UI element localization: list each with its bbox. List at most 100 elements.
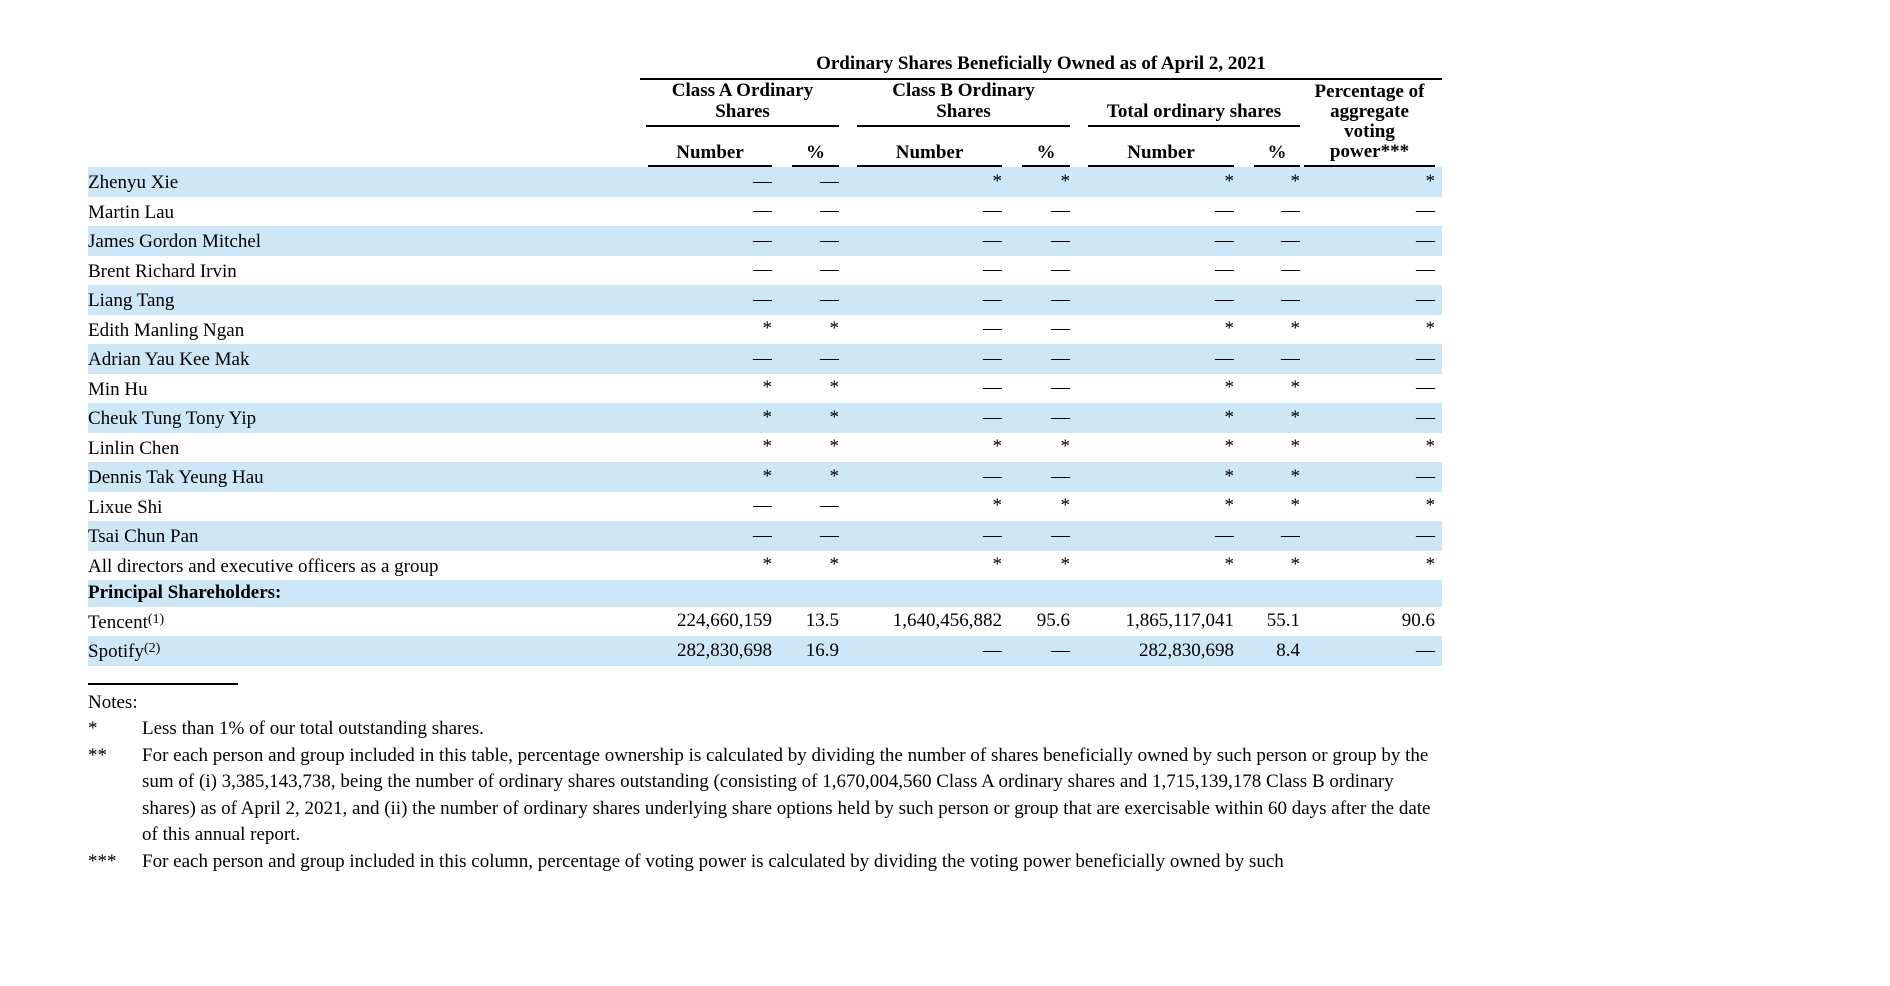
shareholder-name: Tencent(1): [88, 611, 165, 633]
shareholder-name: Liang Tang: [88, 290, 175, 311]
voting-power-cell: 90.6: [1401, 610, 1435, 631]
total-pct-cell: *: [1290, 318, 1301, 339]
class-a-number-cell: 224,660,159: [677, 610, 772, 631]
total-pct-cell: —: [1281, 288, 1300, 310]
class-a-pct-cell: —: [820, 347, 839, 369]
total-number-cell: *: [1224, 318, 1235, 339]
class-b-pct-cell: *: [1060, 495, 1071, 516]
total-number-cell: 282,830,698: [1139, 639, 1234, 661]
total-pct-cell: *: [1290, 554, 1301, 575]
table-row: Lixue Shi — — * * * * *: [88, 492, 1442, 522]
table-row: Martin Lau — — — — — — —: [88, 197, 1442, 227]
class-b-pct-cell: —: [1051, 406, 1070, 428]
class-a-number-cell: *: [762, 465, 773, 487]
shareholder-name: Spotify(2): [88, 641, 161, 662]
total-number-cell: *: [1224, 495, 1235, 516]
total-pct-cell: —: [1281, 200, 1300, 221]
shareholder-name: Martin Lau: [88, 201, 175, 223]
note-marker: *: [88, 718, 98, 739]
class-b-pct-cell: *: [1060, 436, 1071, 457]
class-a-pct-cell: *: [829, 377, 840, 398]
shareholder-name: Lixue Shi: [88, 496, 163, 518]
group-header-class-a: Class A Ordinary Shares: [640, 80, 839, 127]
class-b-number-cell: *: [992, 554, 1003, 575]
shareholder-name: Linlin Chen: [88, 437, 180, 459]
note-text: Less than 1% of our total outstanding sh…: [142, 718, 484, 739]
class-a-pct-cell: 16.9: [805, 639, 839, 661]
total-number-cell: —: [1215, 229, 1234, 251]
class-a-pct-cell: —: [820, 524, 839, 546]
total-pct-cell: *: [1290, 495, 1301, 516]
class-a-number-cell: *: [762, 436, 773, 457]
total-number-cell: *: [1224, 170, 1235, 192]
total-pct-cell: —: [1281, 524, 1300, 546]
total-number-cell: —: [1215, 347, 1234, 369]
class-a-number-cell: *: [762, 377, 773, 398]
document-page: Ordinary Shares Beneficially Owned as of…: [88, 52, 1442, 872]
voting-power-cell: —: [1416, 406, 1435, 428]
class-a-number-cell: —: [753, 347, 772, 369]
table-row: Tsai Chun Pan — — — — — — —: [88, 521, 1442, 551]
class-b-number-cell: —: [983, 524, 1002, 546]
voting-power-cell: —: [1416, 288, 1435, 310]
voting-power-cell: —: [1416, 524, 1435, 546]
total-pct-cell: —: [1281, 347, 1300, 369]
shareholder-name: Zhenyu Xie: [88, 172, 179, 193]
voting-power-cell: —: [1416, 465, 1435, 487]
group-header-voting-power: Percentage of aggregate voting power***: [1300, 80, 1442, 167]
class-a-number-cell: —: [753, 524, 772, 546]
class-a-number-cell: —: [753, 495, 772, 516]
total-number-cell: *: [1224, 436, 1235, 457]
class-a-pct-cell: *: [829, 465, 840, 487]
class-b-pct-cell: —: [1051, 318, 1070, 339]
voting-power-cell: —: [1416, 347, 1435, 369]
col-header-class-b-pct: %: [1002, 127, 1070, 167]
note-marker: **: [88, 744, 107, 766]
class-a-pct-cell: *: [829, 436, 840, 457]
voting-power-cell: —: [1416, 377, 1435, 398]
total-pct-cell: 55.1: [1266, 610, 1300, 631]
table-row: All directors and executive officers as …: [88, 551, 1442, 581]
shareholder-name: Tsai Chun Pan: [88, 526, 199, 547]
voting-power-cell: *: [1425, 318, 1436, 339]
note-marker: ***: [88, 850, 117, 872]
col-header-total-pct: %: [1234, 127, 1300, 167]
col-header-class-b-number: Number: [839, 127, 1002, 167]
shareholder-name: Min Hu: [88, 378, 148, 400]
class-a-number-cell: —: [753, 259, 772, 280]
class-b-number-cell: *: [992, 170, 1003, 192]
class-a-pct-cell: *: [829, 554, 840, 575]
table-row: Cheuk Tung Tony Yip * * — — * * —: [88, 403, 1442, 433]
total-number-cell: [1070, 580, 1234, 607]
total-number-cell: *: [1224, 377, 1235, 398]
class-b-pct-cell: 95.6: [1036, 610, 1070, 631]
shareholder-name: Brent Richard Irvin: [88, 260, 237, 282]
shareholder-name: Cheuk Tung Tony Yip: [88, 408, 257, 429]
table-row: Liang Tang — — — — — — —: [88, 285, 1442, 315]
table-section-row: Principal Shareholders:: [88, 580, 1442, 607]
class-a-number-cell: —: [753, 288, 772, 310]
class-a-pct-cell: —: [820, 495, 839, 516]
footnote-ref: (1): [147, 611, 165, 627]
col-header-class-a-number: Number: [640, 127, 772, 167]
table-title-cell: Ordinary Shares Beneficially Owned as of…: [640, 52, 1442, 80]
shareholder-name: Dennis Tak Yeung Hau: [88, 467, 264, 488]
class-b-pct-cell: *: [1060, 170, 1071, 192]
total-number-cell: *: [1224, 465, 1235, 487]
total-number-cell: 1,865,117,041: [1125, 610, 1234, 631]
total-number-cell: —: [1215, 200, 1234, 221]
class-b-pct-cell: —: [1051, 229, 1070, 251]
class-a-number-cell: 282,830,698: [677, 639, 772, 661]
total-pct-cell: *: [1290, 436, 1301, 457]
voting-power-cell: —: [1416, 259, 1435, 280]
footnote-ref: (2): [143, 641, 161, 656]
class-b-number-cell: [839, 580, 1002, 607]
class-b-pct-cell: —: [1051, 347, 1070, 369]
shareholder-name: Adrian Yau Kee Mak: [88, 349, 250, 370]
class-b-number-cell: —: [983, 229, 1002, 251]
total-pct-cell: 8.4: [1276, 639, 1300, 661]
group-header-class-b: Class B Ordinary Shares: [839, 80, 1070, 127]
class-b-number-cell: —: [983, 259, 1002, 280]
class-b-pct-cell: —: [1051, 288, 1070, 310]
class-a-number-cell: *: [762, 554, 773, 575]
